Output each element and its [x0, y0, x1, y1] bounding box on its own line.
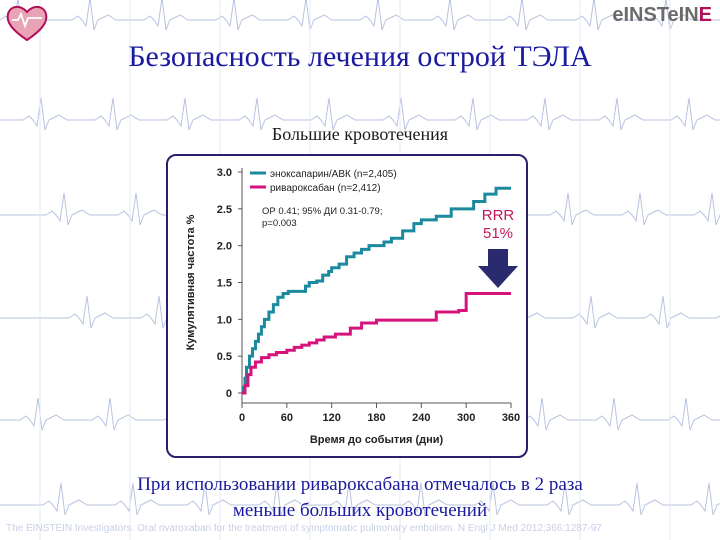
x-tick-label: 240	[412, 412, 430, 424]
y-tick-label: 1.0	[217, 314, 232, 326]
conclusion-text: При использовании ривароксабана отмечало…	[0, 472, 720, 524]
rrr-annotation: RRR	[482, 207, 515, 224]
einstein-logo: eINSTeINE	[612, 4, 712, 27]
y-tick-label: 0.5	[217, 351, 232, 363]
ecg-trace	[0, 97, 720, 131]
conclusion-line-2: меньше больших кровотечений	[232, 500, 488, 521]
stats-annotation: ОР 0.41; 95% ДИ 0.31-0.79;	[262, 206, 382, 217]
y-tick-label: 3.0	[217, 167, 232, 179]
x-tick-label: 360	[502, 412, 520, 424]
legend-label: эноксапарин/АВК (n=2,405)	[270, 169, 397, 180]
rrr-annotation: 51%	[483, 225, 513, 242]
series-line-rivaroxaban	[242, 292, 511, 395]
ecg-trace	[0, 0, 720, 31]
legend-label: ривароксабан (n=2,412)	[270, 182, 381, 194]
citation-footer: The EINSTEIN Investigators. Oral rivarox…	[6, 523, 602, 534]
bleeding-chart: 0 0.5 1.0 1.5 2.0 2.5 3.0 0 60 120 180 240 300 360 Вре…	[185, 167, 520, 446]
x-tick-label: 0	[239, 412, 245, 424]
chart-subtitle: Большие кровотечения	[271, 124, 449, 144]
y-tick-label: 2.5	[217, 204, 232, 216]
stats-annotation: p=0.003	[262, 218, 297, 229]
x-tick-label: 60	[281, 412, 293, 424]
series-line-enoxaparin	[241, 186, 511, 395]
page-title: Безопасность лечения острой ТЭЛА	[128, 40, 592, 73]
brand-suffix: E	[698, 4, 712, 26]
conclusion-line-1: При использовании ривароксабана отмечало…	[137, 474, 583, 495]
x-tick-label: 180	[367, 412, 385, 424]
heart-logo-icon	[6, 6, 48, 42]
down-arrow-icon	[478, 249, 518, 288]
x-tick-label: 120	[322, 412, 340, 424]
y-tick-label: 2.0	[217, 241, 232, 253]
brand-text: eINSTeIN	[612, 4, 699, 26]
y-tick-label: 1.5	[217, 278, 232, 290]
ecg-trace	[0, 482, 720, 516]
y-axis-title: Кумулятивная частота %	[185, 214, 197, 350]
x-axis-title: Время до события (дни)	[310, 434, 444, 446]
x-tick-label: 300	[457, 412, 475, 424]
y-tick-label: 0	[226, 388, 232, 400]
